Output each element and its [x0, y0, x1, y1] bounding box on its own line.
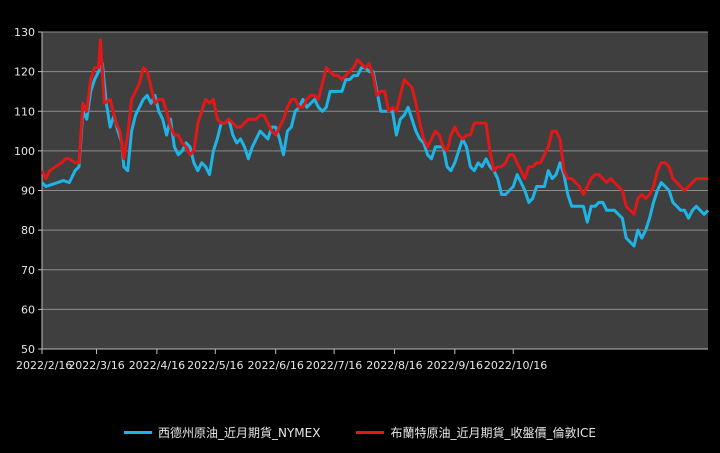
y-tick-label: 80	[21, 224, 35, 237]
y-tick-label: 120	[14, 66, 35, 79]
series-line-wti	[40, 62, 710, 248]
y-tick-label: 90	[21, 185, 35, 198]
series-line-brent	[40, 38, 708, 216]
y-tick-label: 60	[21, 303, 35, 316]
x-tick-label: 2022/4/16	[129, 359, 185, 372]
legend-item-brent: 布蘭特原油_近月期貨_收盤價_倫敦ICE	[356, 424, 596, 441]
x-tick-label: 2022/8/16	[366, 359, 422, 372]
series-lines	[40, 38, 710, 248]
x-tick-label: 2022/7/16	[306, 359, 362, 372]
legend-label-brent: 布蘭特原油_近月期貨_收盤價_倫敦ICE	[390, 425, 596, 440]
x-tick-label: 2022/6/16	[247, 359, 303, 372]
x-tick-label: 2022/2/16	[16, 359, 72, 372]
y-tick-label: 110	[14, 105, 35, 118]
x-tick-label: 2022/3/16	[68, 359, 124, 372]
legend: 西德州原油_近月期貨_NYMEX 布蘭特原油_近月期貨_收盤價_倫敦ICE	[0, 420, 720, 444]
y-tick-label: 130	[14, 26, 35, 39]
legend-swatch-wti	[124, 430, 152, 434]
y-tick-label: 70	[21, 264, 35, 277]
y-tick-label: 100	[14, 145, 35, 158]
y-axis: 130 120 110 100 90 80 70 60 50	[14, 26, 43, 356]
legend-label-wti: 西德州原油_近月期貨_NYMEX	[158, 425, 321, 440]
x-tick-label: 2022/10/16	[484, 359, 547, 372]
x-tick-label: 2022/5/16	[187, 359, 243, 372]
y-tick-label: 50	[21, 343, 35, 356]
legend-item-wti: 西德州原油_近月期貨_NYMEX	[124, 424, 320, 441]
x-tick-label: 2022/9/16	[427, 359, 483, 372]
legend-swatch-brent	[356, 430, 385, 434]
price-chart: 130 120 110 100 90 80 70 60 50 2022/2/162022/3/1…	[14, 26, 710, 372]
